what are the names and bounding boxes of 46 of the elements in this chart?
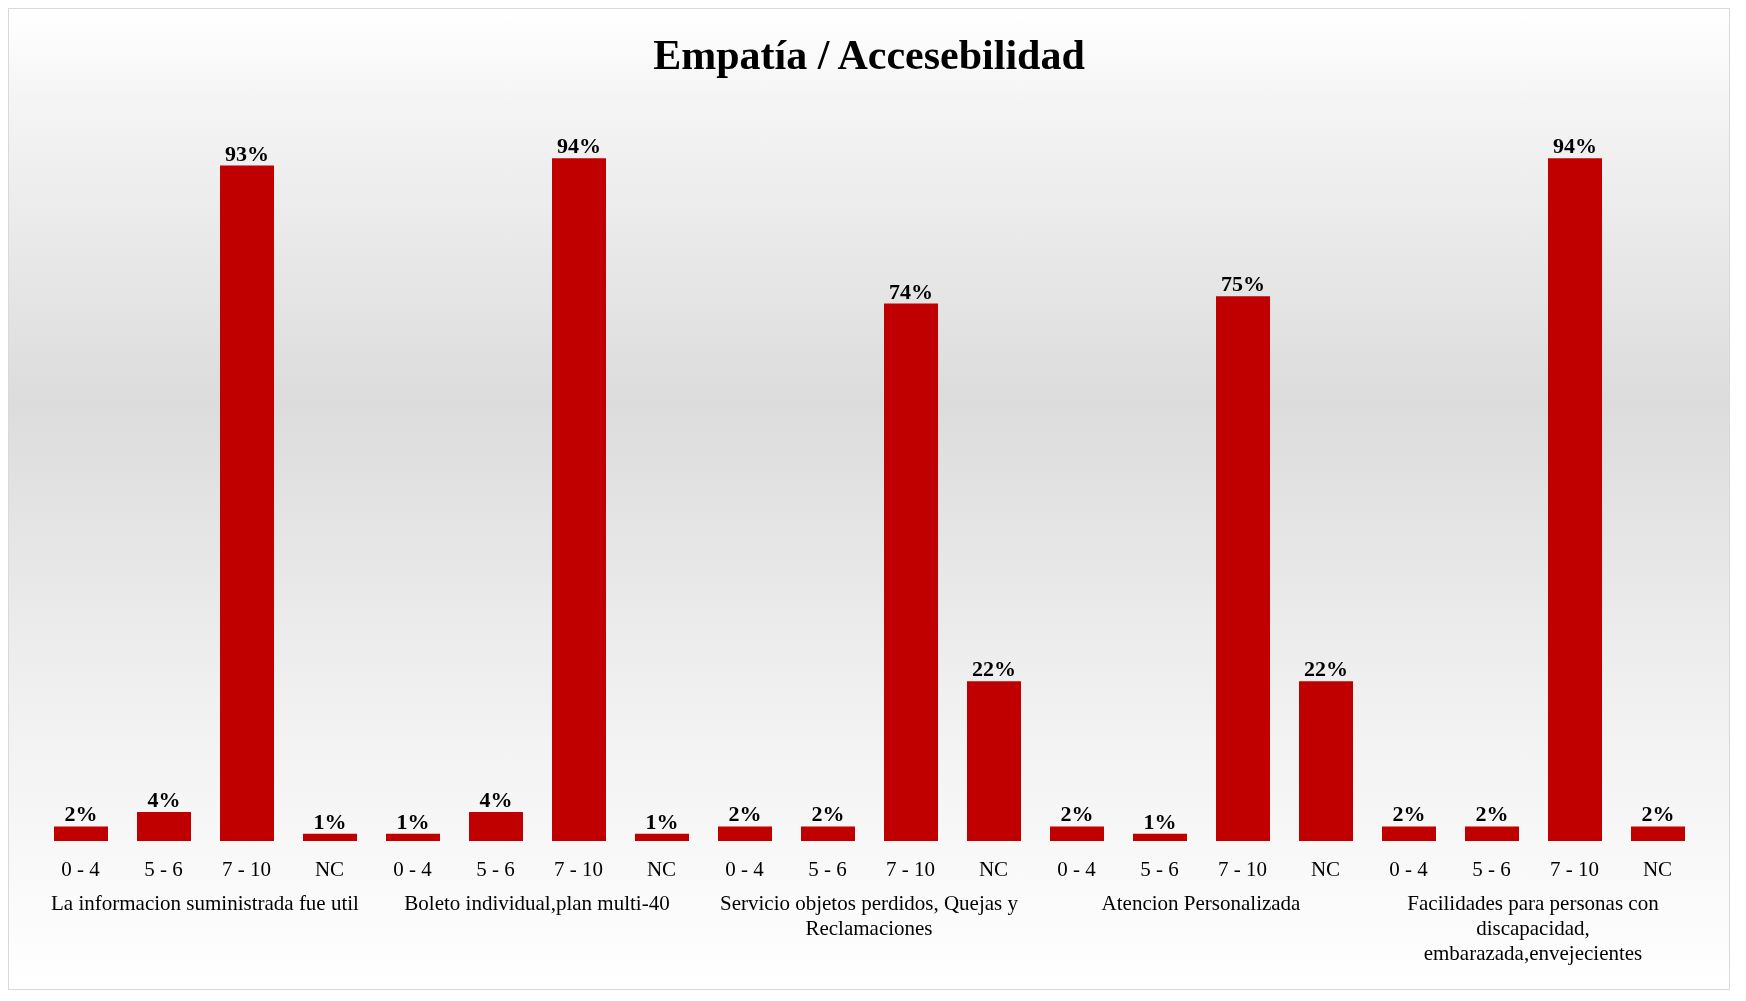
data-label: 2%	[1392, 801, 1426, 827]
x-tick-label: 5 - 6	[1140, 856, 1179, 881]
x-tick-label: 0 - 4	[1057, 856, 1097, 881]
data-label: 93%	[225, 140, 269, 166]
data-label: 74%	[889, 278, 933, 304]
x-tick-label: 0 - 4	[393, 856, 433, 881]
x-tick-label: 7 - 10	[886, 856, 935, 881]
data-label: 22%	[1304, 656, 1348, 682]
data-label: 1%	[313, 808, 347, 834]
data-label: 22%	[972, 656, 1016, 682]
data-label: 4%	[147, 786, 181, 812]
data-label: 1%	[645, 808, 679, 834]
x-tick-label: 5 - 6	[476, 856, 515, 881]
data-label: 2%	[811, 801, 845, 827]
data-label: 2%	[1060, 801, 1094, 827]
x-tick-label: NC	[1642, 856, 1673, 881]
text: Boleto individual,plan multi-40	[403, 891, 671, 917]
data-label: 2%	[1641, 801, 1675, 827]
x-tick-label: 7 - 10	[1218, 856, 1267, 881]
x-tick-label: 0 - 4	[725, 856, 765, 881]
data-label: 1%	[396, 808, 430, 834]
data-label: 2%	[1475, 801, 1509, 827]
x-tick-label: 7 - 10	[1550, 856, 1599, 881]
x-tick-label: NC	[314, 856, 345, 881]
text: La informacion suministrada fue util	[50, 891, 360, 917]
data-label: 75%	[1221, 271, 1265, 297]
x-tick-label: NC	[978, 856, 1009, 881]
x-tick-label: 0 - 4	[1389, 856, 1429, 881]
chart-title: Empatía / Accesebilidad	[652, 31, 1086, 80]
x-tick-label: 5 - 6	[1472, 856, 1511, 881]
data-label: 4%	[479, 786, 513, 812]
data-label: 94%	[557, 133, 601, 159]
data-label: 1%	[1143, 808, 1177, 834]
data-label: 94%	[1553, 133, 1597, 159]
x-tick-label: NC	[646, 856, 677, 881]
x-tick-label: 5 - 6	[144, 856, 183, 881]
x-tick-label: 7 - 10	[222, 856, 271, 881]
text: Atencion Personalizada	[1100, 891, 1302, 917]
x-tick-label: 0 - 4	[61, 856, 101, 881]
x-tick-label: NC	[1310, 856, 1341, 881]
data-label: 2%	[64, 801, 98, 827]
x-tick-label: 5 - 6	[808, 856, 847, 881]
x-tick-label: 7 - 10	[554, 856, 603, 881]
text: Servicio objetos perdidos, Quejas y Reclamaciones	[719, 891, 1019, 942]
text: Facilidades para personas con discapacidad, embarazada,envejecientes	[1406, 891, 1660, 966]
data-label: 2%	[728, 801, 762, 827]
